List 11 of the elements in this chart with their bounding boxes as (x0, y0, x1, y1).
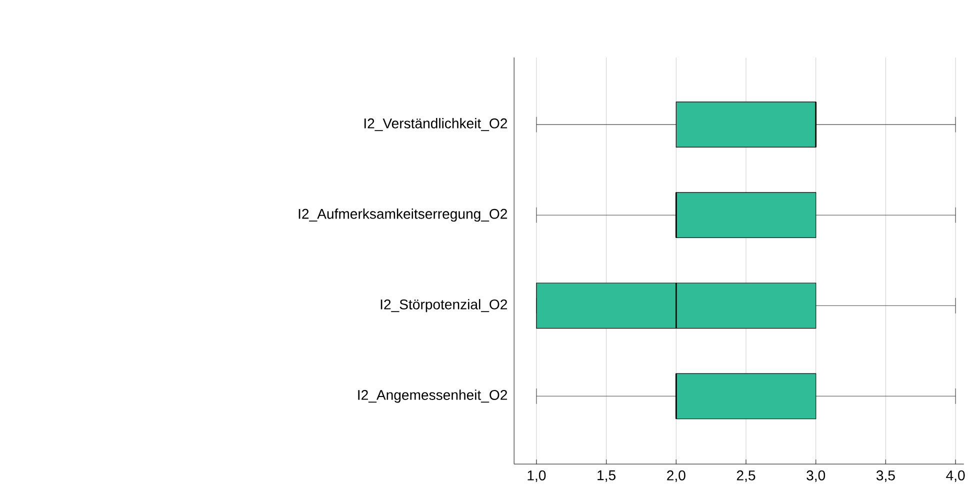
y-tick-label: I2_Aufmerksamkeitserregung_O2 (298, 208, 508, 222)
y-tick-label: I2_Verständlichkeit_O2 (364, 118, 508, 132)
y-tick-label: I2_Angemessenheit_O2 (358, 390, 508, 403)
x-tick-label: 2,5 (736, 470, 756, 482)
x-tick-label: 2,0 (667, 470, 686, 482)
x-tick-label: 3,5 (876, 470, 895, 482)
x-tick-label: 3,0 (806, 470, 826, 482)
x-tick-label: 1,5 (598, 470, 616, 482)
x-tick-label: 4,0 (946, 470, 965, 482)
x-tick-label: 1,0 (528, 470, 546, 482)
y-tick-label: I2_Störpotenzial_O2 (380, 299, 508, 312)
